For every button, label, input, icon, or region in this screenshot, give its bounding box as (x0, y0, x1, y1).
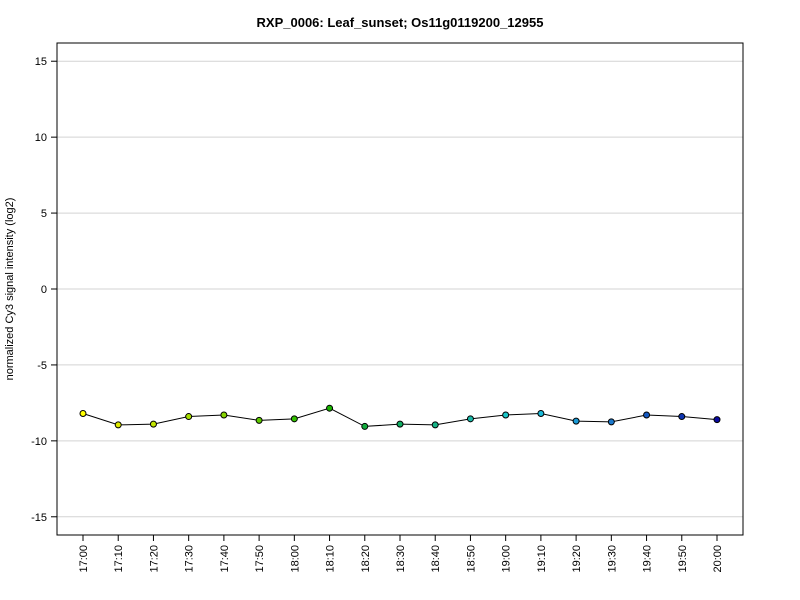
data-point (678, 413, 686, 421)
data-point (79, 410, 87, 418)
y-axis-label: normalized Cy3 signal intensity (log2) (4, 198, 16, 381)
x-tick-label: 19:50 (677, 545, 689, 573)
data-point (326, 404, 334, 412)
x-tick-label: 19:20 (571, 545, 583, 573)
x-tick-label: 17:40 (219, 545, 231, 573)
data-point (607, 418, 615, 426)
x-tick-label: 17:20 (148, 545, 160, 573)
x-tick-label: 17:10 (113, 545, 125, 573)
y-tick-label: 0 (41, 284, 47, 296)
x-tick-label: 19:00 (501, 545, 513, 573)
y-tick-label: 10 (35, 132, 47, 144)
x-tick-label: 18:30 (395, 545, 407, 573)
data-point (149, 420, 157, 428)
data-point (185, 413, 193, 421)
data-point (361, 422, 369, 430)
data-point (290, 415, 298, 423)
data-point (643, 411, 651, 419)
data-point (255, 416, 263, 424)
x-tick-label: 17:30 (184, 545, 196, 573)
data-point (396, 420, 404, 428)
x-tick-label: 18:20 (360, 545, 372, 573)
x-tick-label: 18:10 (325, 545, 337, 573)
y-tick-label: -10 (31, 436, 47, 448)
y-tick-label: -15 (31, 512, 47, 524)
x-tick-label: 18:40 (430, 545, 442, 573)
x-tick-label: 18:50 (465, 545, 477, 573)
data-point (431, 421, 439, 429)
chart-title: RXP_0006: Leaf_sunset; Os11g0119200_1295… (257, 15, 544, 30)
y-tick-label: -5 (37, 360, 47, 372)
x-tick-label: 17:00 (78, 545, 90, 573)
data-point (537, 410, 545, 418)
data-point (220, 411, 228, 419)
data-point (114, 421, 122, 429)
y-tick-label: 5 (41, 208, 47, 220)
x-tick-label: 17:50 (254, 545, 266, 573)
x-axis: 17:00 17:10 17:20 17:30 17:40 17:50 18:00 18:10… (78, 535, 724, 573)
x-tick-label: 19:10 (536, 545, 548, 573)
y-tick-label: 15 (35, 56, 47, 68)
data-point (713, 416, 721, 424)
gridlines (57, 60, 743, 518)
x-tick-label: 19:30 (606, 545, 618, 573)
data-point (572, 417, 580, 425)
x-tick-label: 19:40 (642, 545, 654, 573)
x-tick-label: 18:00 (289, 545, 301, 573)
x-tick-label: 20:00 (712, 545, 724, 573)
series (79, 404, 721, 430)
y-axis: -15 -10 -5 0 5 10 15 (31, 56, 57, 524)
data-point (466, 415, 474, 423)
data-point (502, 411, 510, 419)
